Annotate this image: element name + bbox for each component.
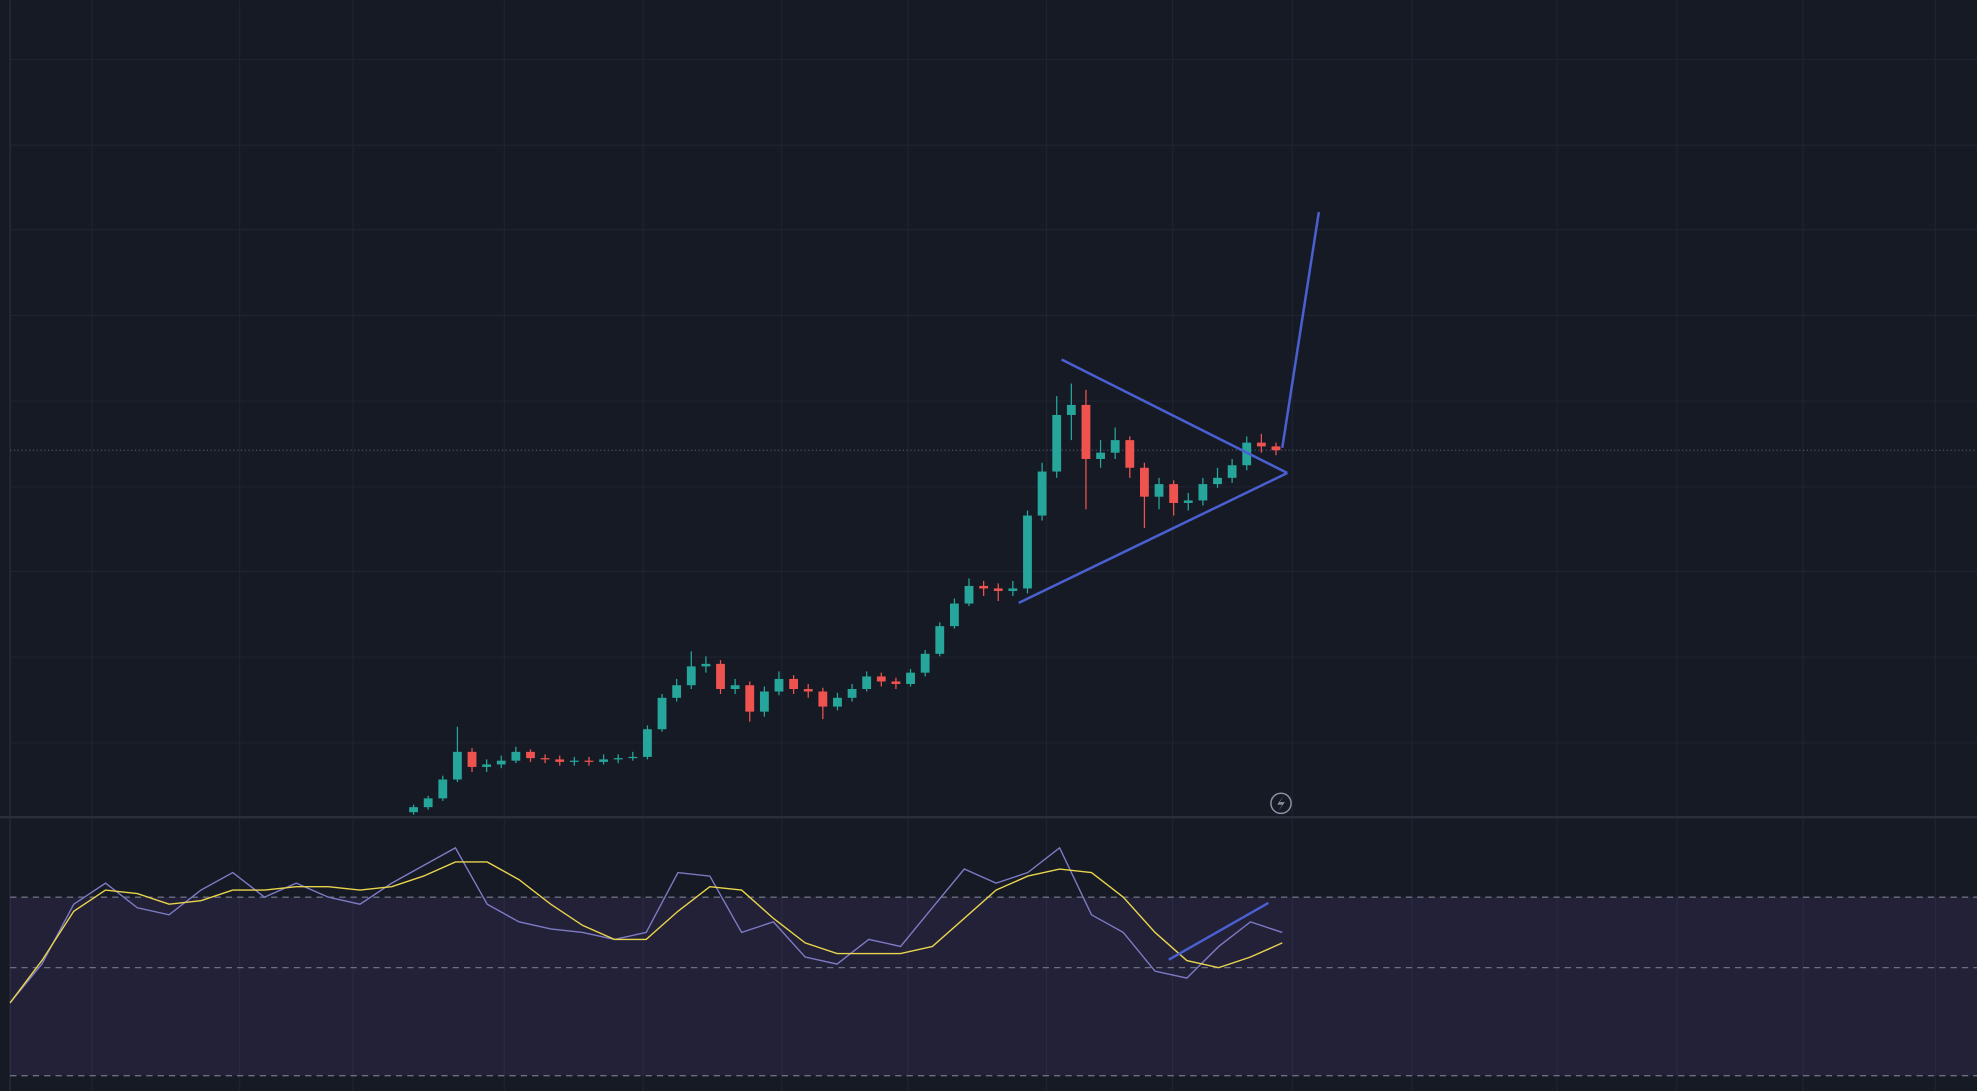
candle-body xyxy=(1081,404,1091,459)
candle-body xyxy=(1213,477,1222,485)
candle-body xyxy=(657,697,667,730)
rsi-ma-line xyxy=(9,861,1283,1004)
candle-body xyxy=(1227,465,1237,478)
drawings xyxy=(1018,211,1321,961)
candle-body xyxy=(540,758,550,760)
candle-body xyxy=(1183,500,1193,503)
candle-body xyxy=(833,697,842,707)
candle-body xyxy=(569,760,579,762)
candle-body xyxy=(1271,446,1281,451)
alert-icon[interactable] xyxy=(1270,792,1292,815)
candle-body xyxy=(1052,414,1062,472)
candle-body xyxy=(511,751,521,761)
candle-body xyxy=(628,756,638,759)
candle-body xyxy=(1140,467,1149,497)
candle-body xyxy=(789,678,799,690)
rsi-pane xyxy=(9,846,1977,1077)
candle-body xyxy=(862,676,872,690)
candle-body xyxy=(979,585,989,589)
candle-body xyxy=(686,666,696,686)
candle-body xyxy=(964,585,974,604)
candle-body xyxy=(672,685,682,698)
candle-body xyxy=(906,672,915,684)
candle-body xyxy=(818,691,828,707)
candle-body xyxy=(1066,404,1076,415)
candle-body xyxy=(496,760,506,765)
candle-body xyxy=(949,603,959,627)
candle-body xyxy=(1037,471,1047,516)
price-pane xyxy=(409,383,1281,815)
projection-line xyxy=(1281,211,1321,448)
candle-body xyxy=(1110,440,1120,453)
candle-body xyxy=(716,663,725,690)
grid xyxy=(9,0,1977,1091)
candle-body xyxy=(1198,484,1208,501)
candle-body xyxy=(847,689,857,698)
candle-body xyxy=(409,807,418,813)
candle-body xyxy=(891,681,901,684)
candle-body xyxy=(555,759,565,762)
candle-body xyxy=(730,685,740,690)
candle-body xyxy=(1256,442,1266,447)
candle-body xyxy=(745,685,755,712)
candle-body xyxy=(759,691,769,712)
candle-body xyxy=(599,759,608,762)
trendline xyxy=(1061,358,1288,475)
candle-body xyxy=(935,626,945,654)
candle-body xyxy=(774,678,784,692)
candle-body xyxy=(467,751,477,767)
candle-body xyxy=(1169,484,1179,503)
candle-body xyxy=(452,751,462,780)
candle-body xyxy=(482,764,492,767)
candle-body xyxy=(876,676,886,682)
candle-body xyxy=(526,751,535,759)
candle-body xyxy=(803,689,813,692)
candle-body xyxy=(584,760,594,762)
candle-body xyxy=(643,729,652,757)
candle-body xyxy=(920,653,930,673)
band-fill xyxy=(10,897,1977,1076)
divergence-line xyxy=(1168,901,1270,961)
candle-body xyxy=(613,758,623,760)
candle-body xyxy=(423,798,433,808)
candle-body xyxy=(1154,484,1164,497)
candle-body xyxy=(1023,515,1032,589)
candle-body xyxy=(1125,440,1135,468)
trendline xyxy=(1018,471,1288,605)
candle-body xyxy=(701,663,711,667)
candle-body xyxy=(1008,588,1018,591)
candle-body xyxy=(438,779,448,799)
candle-body xyxy=(1096,452,1105,459)
candle-body xyxy=(993,588,1003,591)
